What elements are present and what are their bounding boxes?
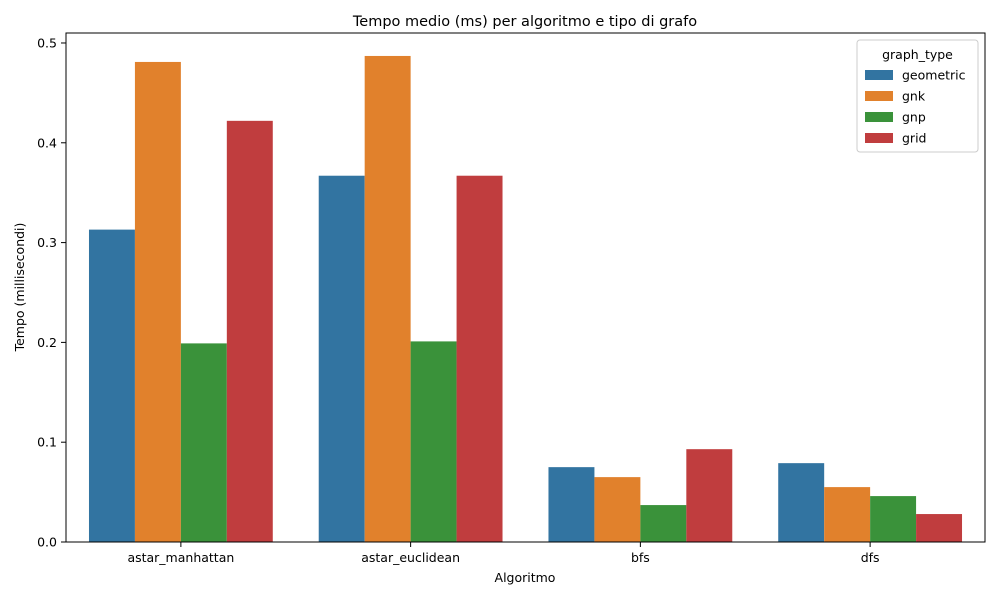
legend-label-geometric: geometric bbox=[902, 68, 966, 83]
bar-grid-astar_manhattan bbox=[226, 120, 273, 542]
bar-gnp-astar_manhattan bbox=[180, 343, 227, 542]
bar-gnp-dfs bbox=[870, 496, 917, 542]
bar-geometric-dfs bbox=[778, 463, 825, 542]
legend: graph_type geometric gnk gnp grid bbox=[856, 39, 979, 153]
bar-gnk-astar_manhattan bbox=[134, 61, 181, 542]
y-axis-label: Tempo (millisecondi) bbox=[12, 223, 27, 353]
y-axis: 0.0 0.1 0.2 0.3 0.4 0.5 bbox=[37, 35, 66, 550]
legend-box bbox=[856, 39, 979, 153]
y-tick-label: 0.0 bbox=[37, 535, 57, 550]
bar-grid-astar_euclidean bbox=[456, 175, 503, 542]
bar-gnk-dfs bbox=[824, 487, 871, 542]
legend-title: graph_type bbox=[882, 47, 953, 62]
plot-frame bbox=[65, 32, 986, 543]
legend-swatch-geometric bbox=[865, 70, 893, 80]
bar-gnp-astar_euclidean bbox=[410, 341, 457, 542]
x-axis: astar_manhattan astar_euclidean bfs dfs bbox=[127, 542, 880, 565]
y-tick-label: 0.3 bbox=[37, 235, 57, 250]
bars-group bbox=[88, 55, 963, 543]
bar-gnp-bfs bbox=[640, 505, 687, 542]
bar-grid-bfs bbox=[686, 449, 733, 542]
bar-geometric-astar_euclidean bbox=[318, 175, 365, 542]
bar-gnk-astar_euclidean bbox=[364, 55, 411, 543]
y-tick-label: 0.5 bbox=[37, 35, 57, 50]
x-tick-label-astar_euclidean: astar_euclidean bbox=[361, 550, 460, 565]
legend-swatch-gnk bbox=[865, 91, 893, 101]
x-tick-label-astar_manhattan: astar_manhattan bbox=[127, 550, 234, 565]
bar-geometric-astar_manhattan bbox=[88, 229, 135, 543]
legend-label-grid: grid bbox=[902, 131, 926, 146]
legend-swatch-grid bbox=[865, 133, 893, 143]
x-axis-label: Algoritmo bbox=[495, 570, 556, 585]
legend-swatch-gnp bbox=[865, 112, 893, 122]
y-tick-label: 0.2 bbox=[37, 335, 57, 350]
bar-geometric-bfs bbox=[548, 467, 595, 542]
chart-title: Tempo medio (ms) per algoritmo e tipo di… bbox=[352, 14, 697, 30]
x-tick-label-dfs: dfs bbox=[861, 550, 880, 565]
bar-grid-dfs bbox=[916, 514, 963, 542]
bar-gnk-bfs bbox=[594, 477, 641, 542]
x-tick-label-bfs: bfs bbox=[631, 550, 650, 565]
legend-label-gnk: gnk bbox=[902, 89, 926, 104]
legend-label-gnp: gnp bbox=[902, 110, 926, 125]
y-tick-label: 0.4 bbox=[37, 135, 57, 150]
y-tick-label: 0.1 bbox=[37, 435, 57, 450]
